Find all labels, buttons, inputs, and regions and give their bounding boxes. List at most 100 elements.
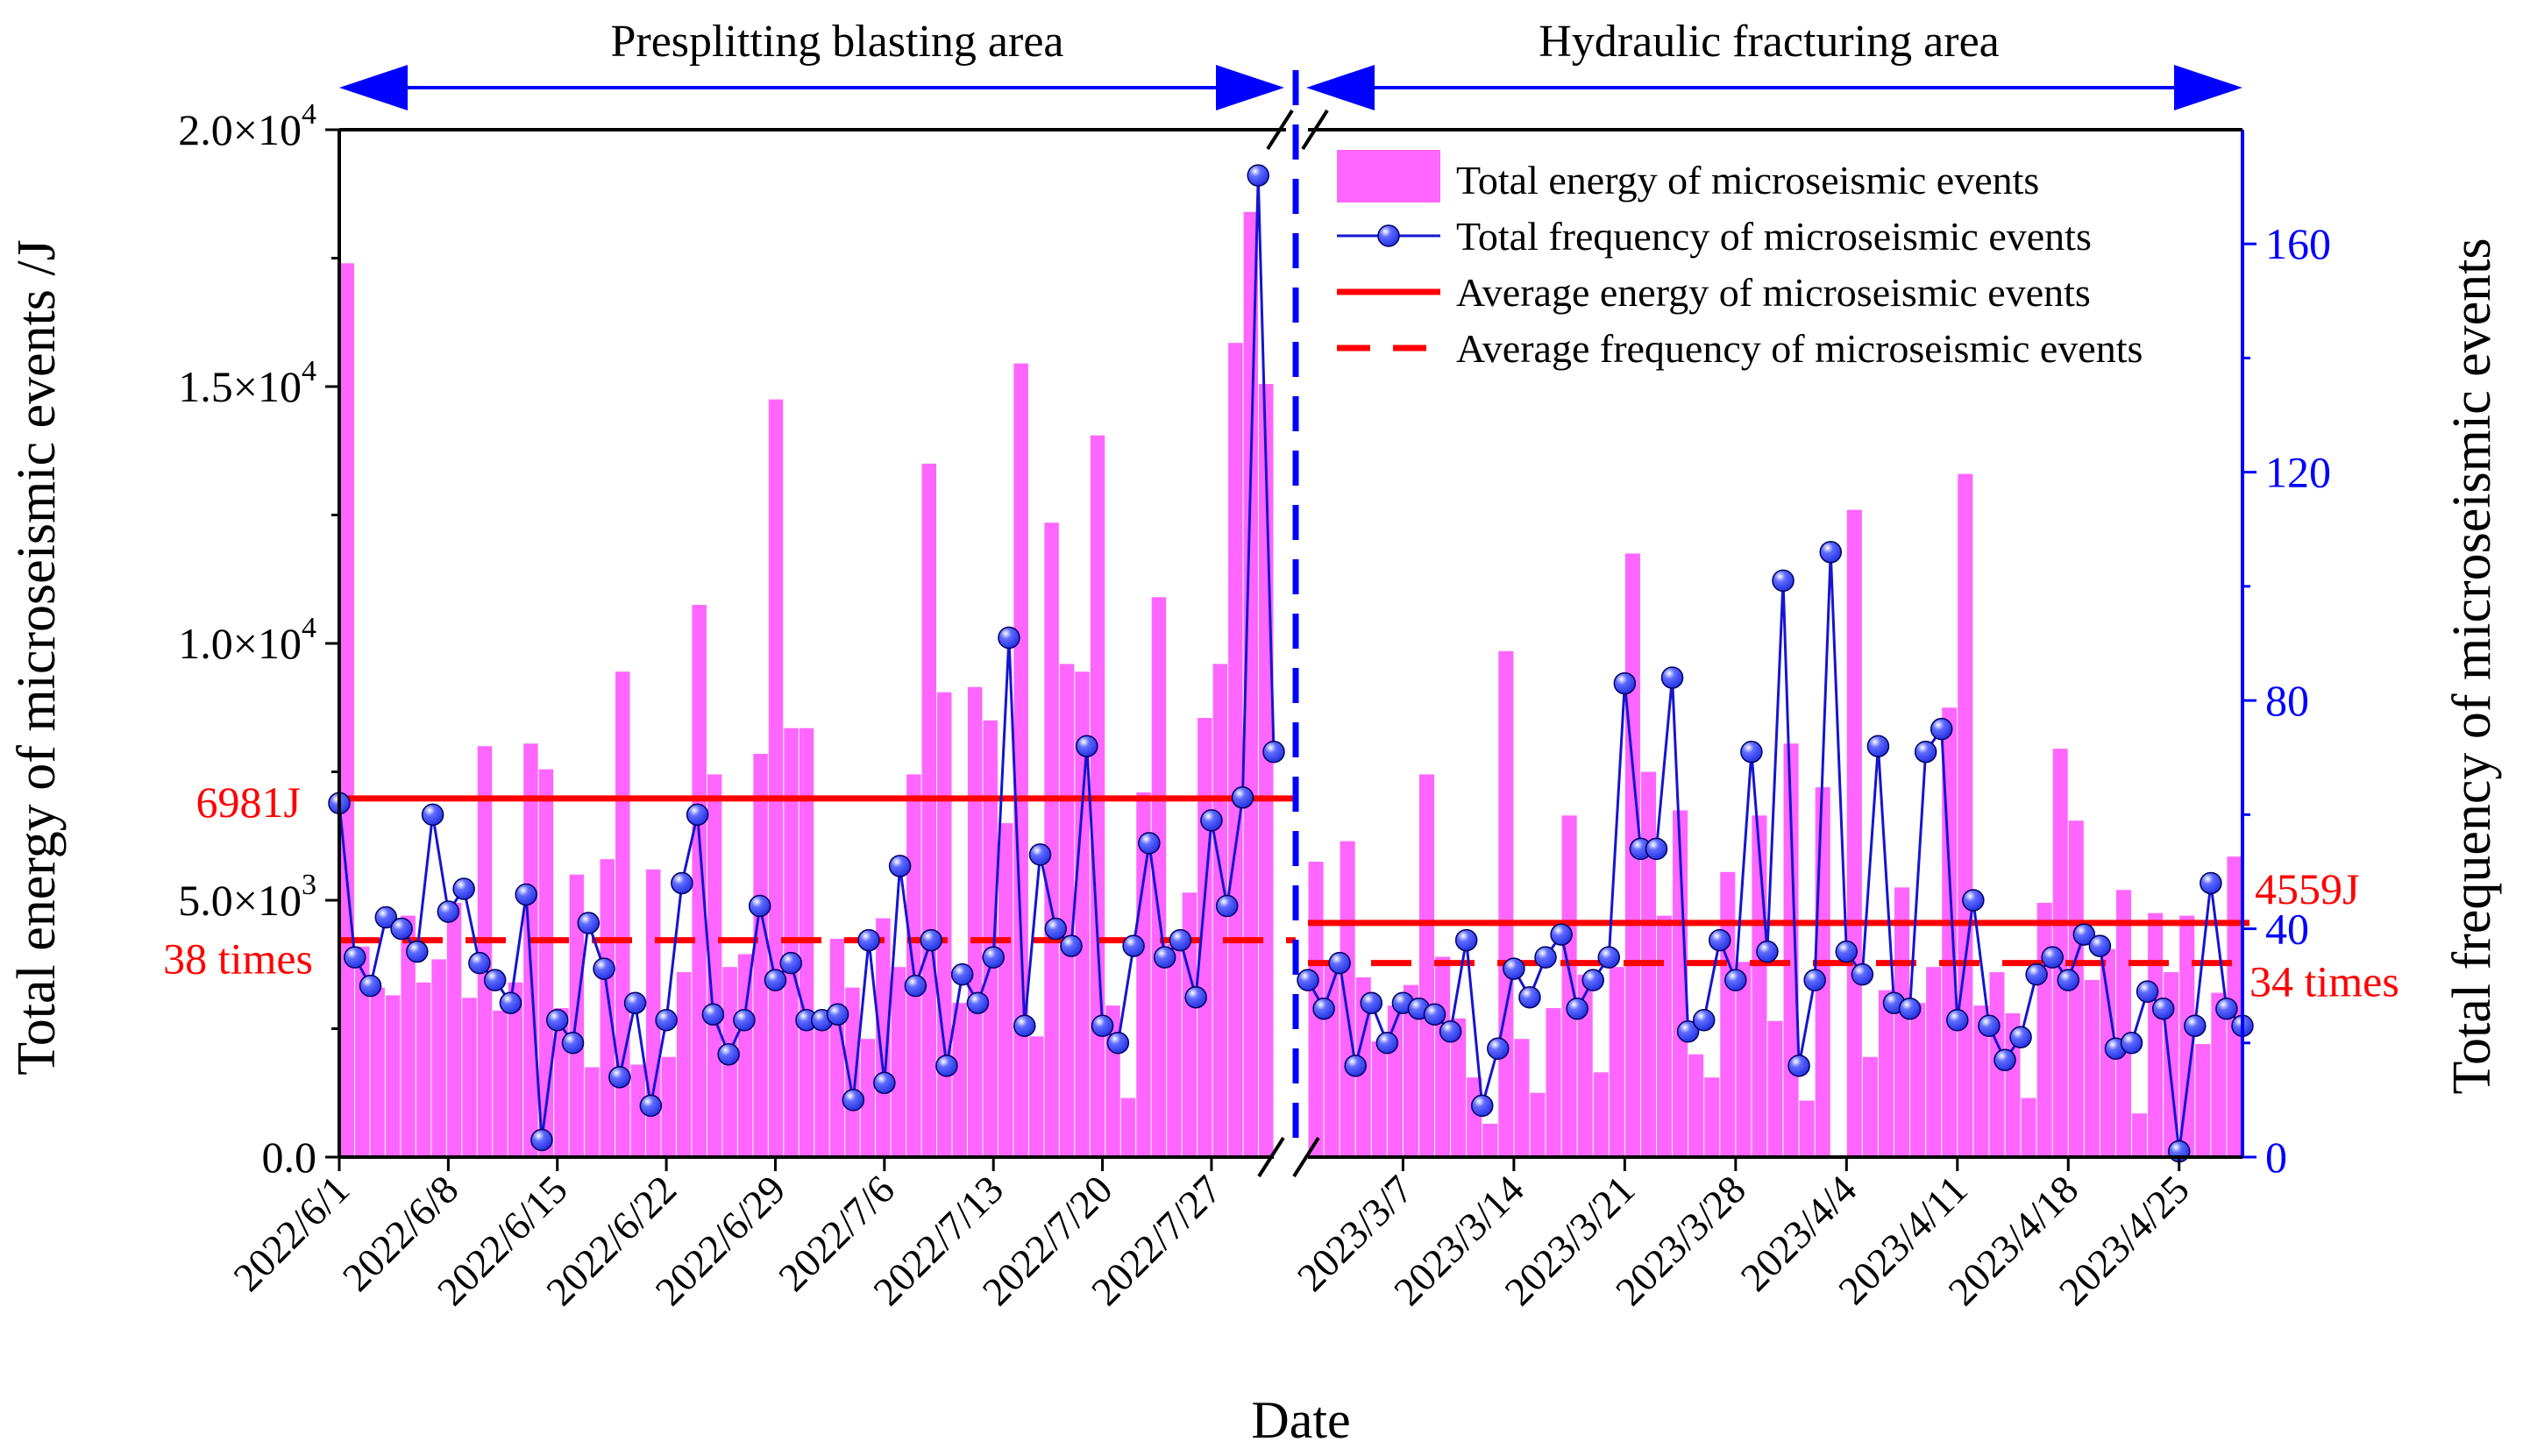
- frequency-point: [1247, 164, 1269, 187]
- frequency-point: [1994, 1048, 2016, 1072]
- energy-bar: [370, 987, 385, 1157]
- frequency-point: [452, 877, 475, 900]
- frequency-point: [1597, 946, 1621, 969]
- tick-exponent: 4: [302, 98, 316, 131]
- frequency-point: [608, 1066, 631, 1089]
- frequency-point: [344, 946, 366, 969]
- frequency-point: [483, 969, 507, 991]
- frequency-point: [1297, 969, 1319, 991]
- avg-energy-label: 6981J: [196, 778, 301, 827]
- frequency-point: [982, 946, 1005, 969]
- y-right-tick-label: 160: [2265, 219, 2331, 268]
- frequency-point: [639, 1094, 663, 1118]
- tick-mantissa: 2.0×10: [178, 105, 302, 154]
- energy-bar: [845, 987, 860, 1157]
- energy-bar: [1167, 943, 1182, 1157]
- energy-bar: [1894, 887, 1910, 1157]
- axis-break-mark: [1266, 109, 1294, 151]
- energy-bar: [1482, 1123, 1498, 1157]
- energy-bar: [1013, 363, 1028, 1157]
- frequency-point: [1787, 1055, 1810, 1077]
- energy-bar: [462, 998, 477, 1157]
- frequency-point: [2088, 934, 2112, 957]
- frequency-point: [1772, 569, 1795, 593]
- frequency-point: [920, 928, 942, 952]
- frequency-point: [904, 974, 927, 998]
- x-title: Date: [1251, 1391, 1350, 1449]
- frequency-point: [1106, 1032, 1130, 1055]
- area-label: Hydraulic fracturing area: [1539, 17, 1999, 67]
- frequency-point: [1153, 946, 1176, 969]
- energy-bar: [1799, 1100, 1815, 1157]
- frequency-point: [1138, 832, 1161, 855]
- energy-bar: [1720, 871, 1736, 1157]
- energy-bar: [1878, 990, 1894, 1157]
- y-right-title: Total frequency of microseismic events: [2442, 238, 2502, 1095]
- frequency-point: [935, 1055, 958, 1077]
- energy-bar: [615, 671, 630, 1157]
- frequency-point: [1724, 969, 1747, 991]
- frequency-point: [1835, 940, 1858, 963]
- energy-bar: [2068, 820, 2084, 1157]
- energy-bar: [1120, 1097, 1136, 1157]
- energy-bar: [1609, 967, 1624, 1157]
- energy-bar: [1435, 956, 1451, 1157]
- energy-bar: [431, 959, 446, 1157]
- frequency-point: [1091, 1014, 1114, 1037]
- energy-bar: [967, 686, 983, 1157]
- frequency-point: [1803, 969, 1826, 991]
- x-tick-label: 2022/6/1: [224, 1167, 358, 1300]
- energy-bar: [1028, 1036, 1044, 1157]
- energy-bar: [1958, 473, 1973, 1157]
- tick-mantissa: 0.0: [262, 1133, 317, 1182]
- frequency-point: [1756, 940, 1779, 963]
- frequency-point: [1946, 1008, 1969, 1032]
- frequency-point: [1375, 1032, 1399, 1055]
- legend-swatch-marker: [1377, 224, 1400, 247]
- energy-bar: [585, 1067, 600, 1157]
- energy-bar: [1688, 1054, 1704, 1157]
- energy-bar: [737, 954, 753, 1157]
- energy-bar: [538, 769, 554, 1157]
- frequency-point: [1487, 1037, 1510, 1061]
- energy-bar: [1546, 1008, 1561, 1157]
- energy-bar: [707, 774, 722, 1157]
- frequency-point: [1184, 985, 1207, 1009]
- tick-mantissa: 1.5×10: [178, 362, 302, 411]
- frequency-point: [561, 1032, 585, 1055]
- frequency-point: [545, 1008, 569, 1032]
- frequency-point: [468, 951, 491, 975]
- energy-bar: [600, 859, 615, 1157]
- frequency-point: [1898, 997, 1922, 1020]
- frequency-point: [1231, 786, 1254, 809]
- avg-energy-label: 4559J: [2255, 864, 2359, 913]
- axis-labels: Total energy of microseismic events /J T…: [7, 238, 2502, 1449]
- frequency-point: [2072, 923, 2096, 946]
- frequency-point: [406, 940, 429, 963]
- energy-bar: [661, 1056, 676, 1157]
- frequency-point: [2025, 962, 2048, 986]
- energy-bar: [1704, 1077, 1720, 1157]
- frequency-point: [374, 906, 398, 929]
- area-arrow-head: [339, 65, 408, 110]
- energy-bar: [753, 753, 768, 1157]
- axis-break-mark: [1292, 1136, 1320, 1178]
- frequency-point: [1566, 997, 1588, 1020]
- y-right-tick-label: 40: [2265, 905, 2309, 954]
- energy-bar: [1514, 1039, 1530, 1157]
- energy-bar: [921, 463, 937, 1157]
- energy-bar: [1783, 743, 1799, 1157]
- frequency-point: [1262, 740, 1285, 764]
- area-label: Presplitting blasting area: [610, 17, 1063, 67]
- frequency-point: [2151, 997, 2175, 1020]
- energy-bar: [1926, 967, 1942, 1157]
- average-lines: 6981J 38 times 4559J 34 times: [163, 778, 2399, 1006]
- frequency-point: [1328, 951, 1351, 975]
- energy-bar: [1228, 343, 1243, 1157]
- frequency-point: [2009, 1026, 2032, 1049]
- frequency-point: [1470, 1094, 1494, 1118]
- tick-mantissa: 5.0×10: [178, 876, 302, 925]
- frequency-point: [1122, 934, 1145, 957]
- frequency-point: [717, 1043, 740, 1066]
- frequency-point: [686, 803, 709, 827]
